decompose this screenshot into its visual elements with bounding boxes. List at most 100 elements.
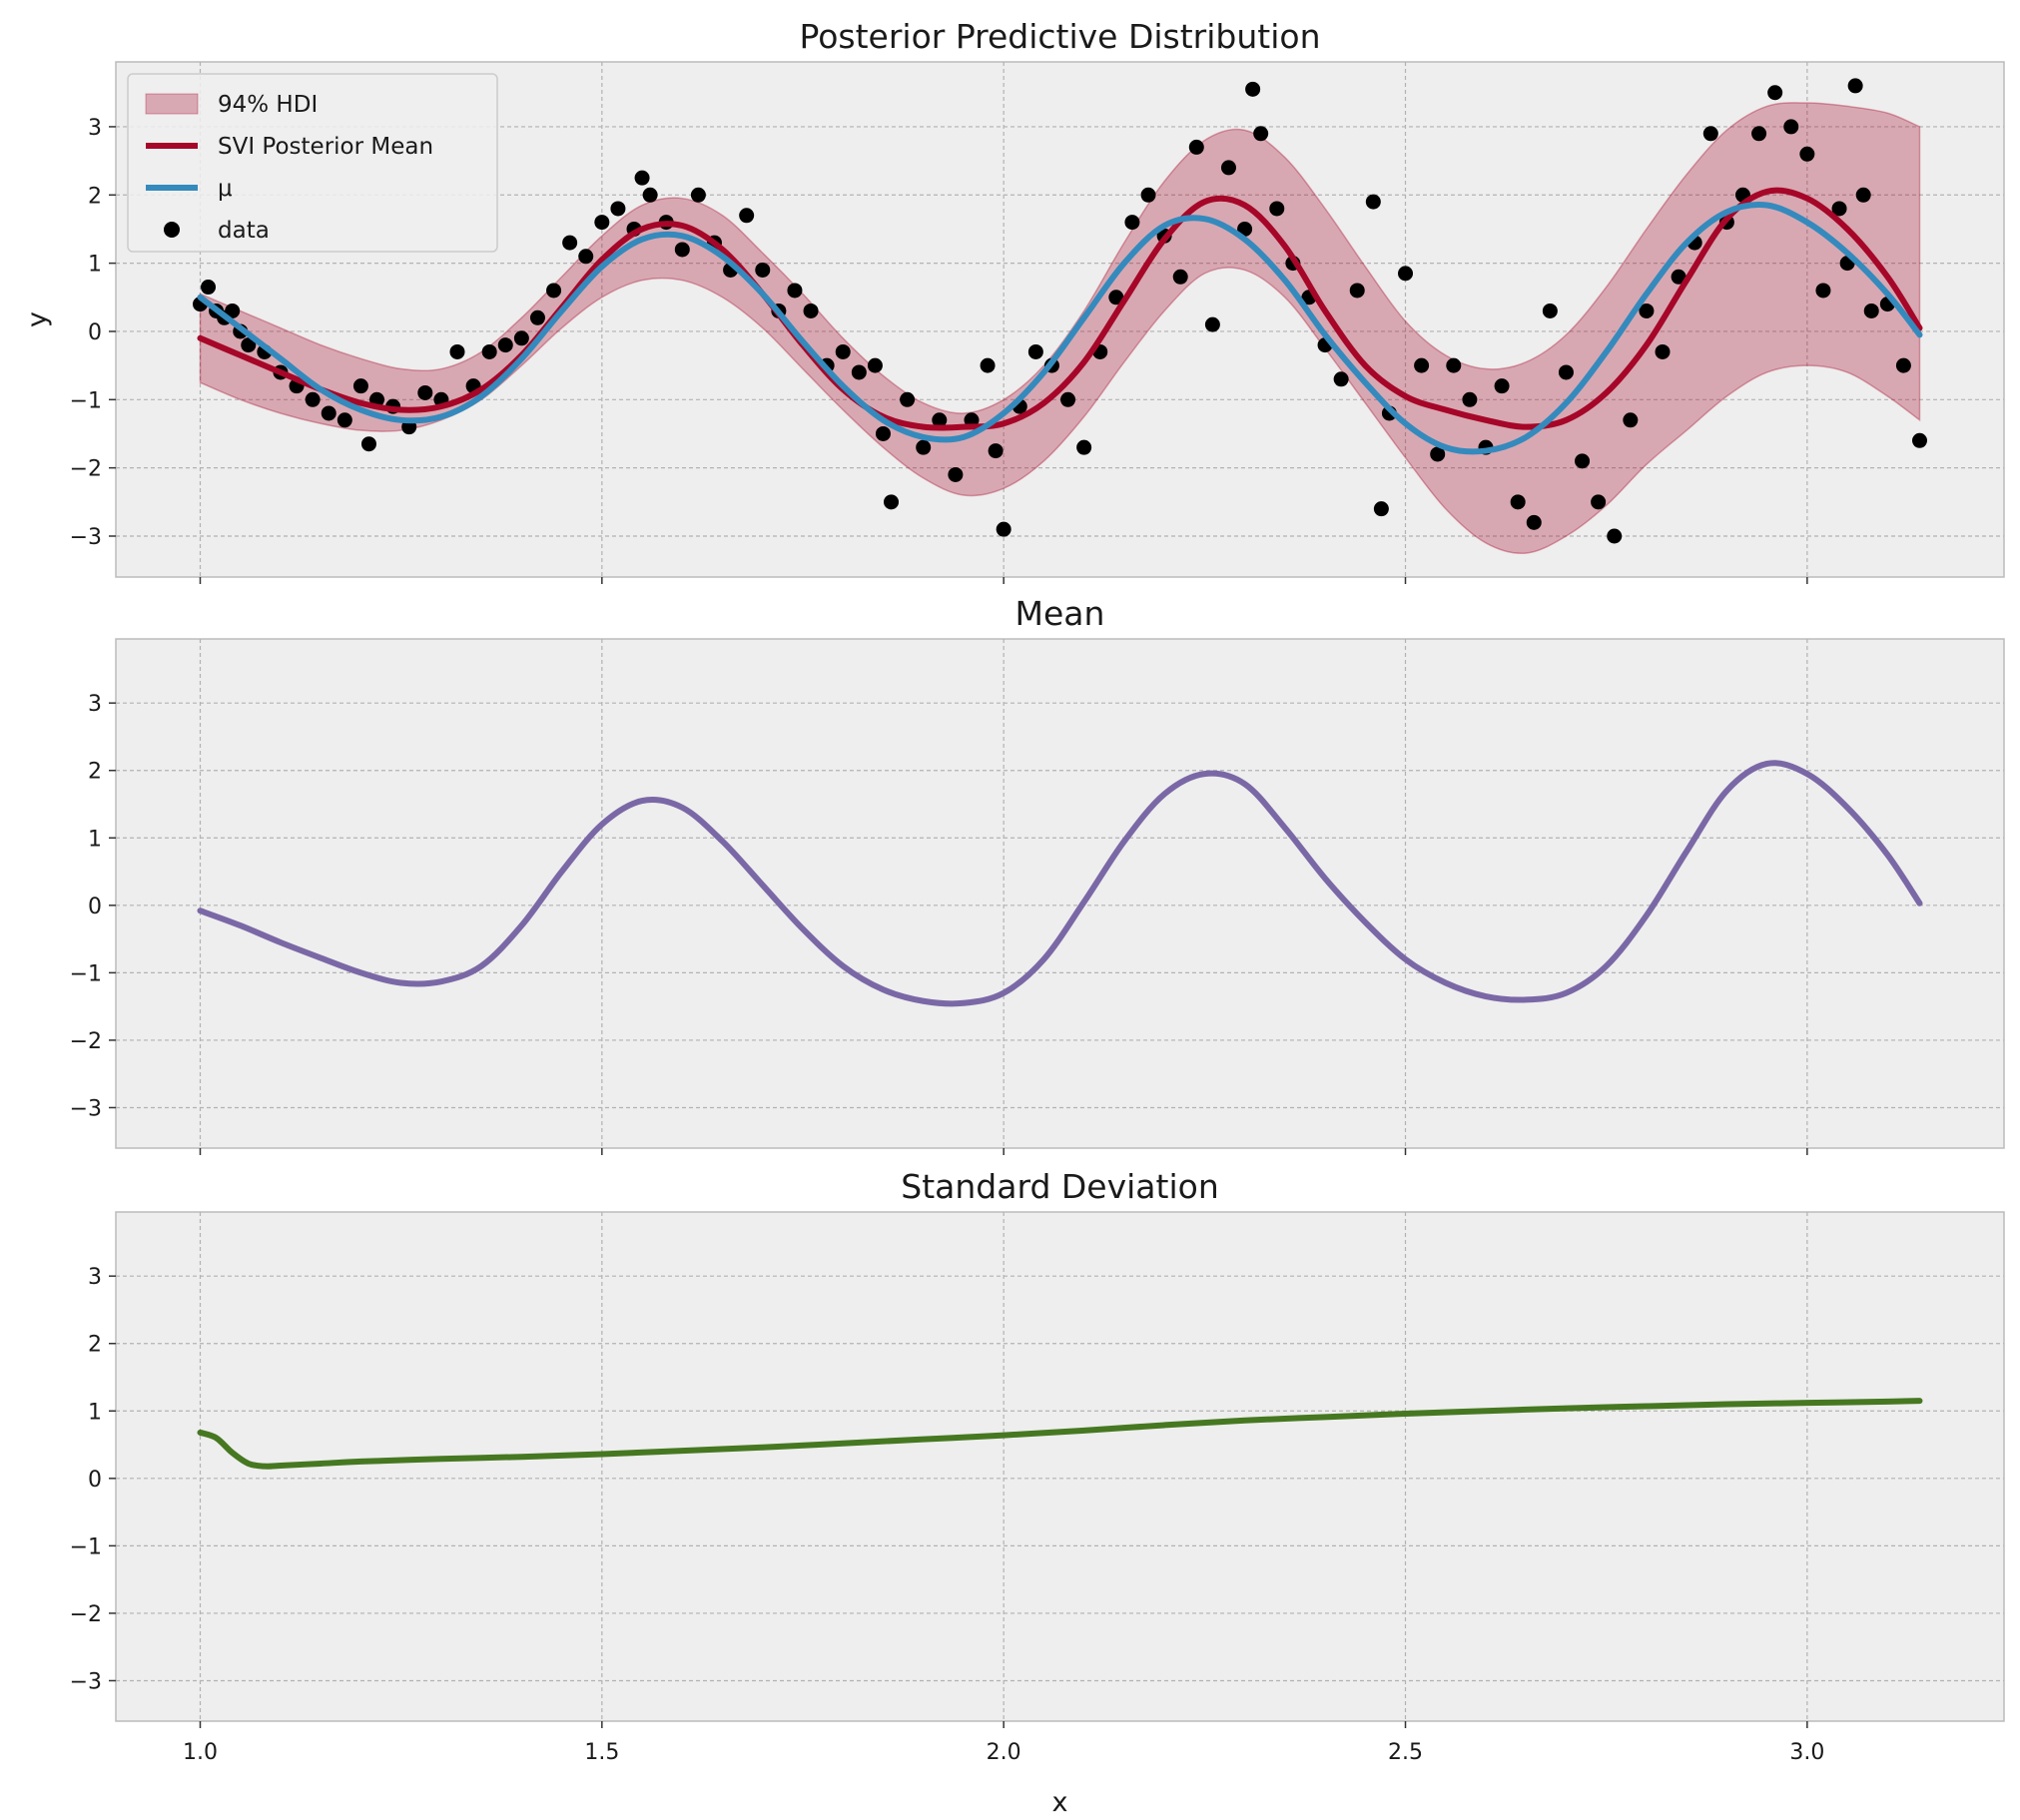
y-tick-label: 0 xyxy=(88,1468,102,1493)
data-point xyxy=(1575,453,1591,469)
y-tick-label: 0 xyxy=(88,895,102,919)
data-point xyxy=(1060,391,1076,407)
std-line xyxy=(197,1398,1923,1470)
data-point xyxy=(835,343,851,359)
data-point xyxy=(305,391,321,407)
y-tick-label: −1 xyxy=(70,1534,102,1559)
data-point xyxy=(787,283,803,299)
data-point xyxy=(1702,126,1718,142)
data-point xyxy=(1623,412,1639,428)
y-tick-label: 1 xyxy=(88,253,102,278)
x-axis-label: x xyxy=(1052,1787,1068,1818)
data-point xyxy=(1446,357,1462,373)
data-point xyxy=(562,235,578,251)
data-point xyxy=(1365,194,1381,210)
data-point xyxy=(884,494,900,510)
data-point xyxy=(1220,160,1236,176)
hdi-band xyxy=(199,102,1921,555)
x-tick-label: 3.0 xyxy=(1789,1740,1824,1765)
data-point xyxy=(1799,146,1815,162)
data-point xyxy=(352,378,368,394)
data-point xyxy=(1767,85,1783,101)
data-point xyxy=(1815,283,1831,299)
data-point xyxy=(1172,269,1188,285)
mu-line xyxy=(197,201,1923,455)
data-point xyxy=(1855,187,1871,203)
y-tick-label: −1 xyxy=(70,388,102,413)
y-tick-label: −3 xyxy=(70,1669,102,1694)
data-point xyxy=(1591,494,1607,510)
data-point xyxy=(875,425,891,441)
data-point xyxy=(1895,357,1911,373)
chart-title: Standard Deviation xyxy=(901,1167,1218,1206)
plot-background xyxy=(115,1211,2005,1722)
y-tick-label: −3 xyxy=(70,1096,102,1121)
y-tick-label: −1 xyxy=(70,961,102,986)
data-point xyxy=(1558,364,1574,380)
data-point xyxy=(980,357,996,373)
plot-marks xyxy=(192,78,1928,555)
data-point xyxy=(1124,215,1140,231)
grid xyxy=(116,1212,2004,1721)
data-point xyxy=(321,405,337,421)
chart-title: Mean xyxy=(1015,594,1105,633)
y-tick-label: 2 xyxy=(88,760,102,785)
legend: 94% HDI SVI Posterior Mean μ data xyxy=(127,73,498,253)
data-point xyxy=(481,343,497,359)
data-point xyxy=(642,187,658,203)
data-point xyxy=(1253,126,1269,142)
data-point xyxy=(739,208,755,224)
legend-box xyxy=(127,73,498,253)
data-point xyxy=(1245,81,1261,97)
data-point xyxy=(497,337,513,353)
axes: −3 −2 −1 0 1 2 3 xyxy=(70,116,1808,584)
legend-label: SVI Posterior Mean xyxy=(218,134,433,160)
x-tick-label: 1.0 xyxy=(183,1740,218,1765)
data-point xyxy=(360,436,376,452)
data-point xyxy=(851,364,867,380)
legend-label: 94% HDI xyxy=(218,92,318,118)
legend-label: μ xyxy=(218,176,233,202)
x-tick-label: 2.0 xyxy=(987,1740,1021,1765)
data-point xyxy=(1430,446,1446,462)
y-tick-label: 3 xyxy=(88,116,102,141)
data-point xyxy=(1027,343,1043,359)
data-point xyxy=(1140,187,1156,203)
standard-deviation-panel: −3 −2 −1 0 1 2 3 1.0 1.5 2.0 2.5 3.0 Standard Devia… xyxy=(70,1167,2005,1818)
y-tick-label: 3 xyxy=(88,692,102,717)
data-point xyxy=(932,412,948,428)
y-tick-label: −2 xyxy=(70,457,102,482)
posterior-predictive-panel: −3 −2 −1 0 1 2 3 Posterior Predictive Distribu… xyxy=(22,17,2005,584)
x-tick-label: 1.5 xyxy=(584,1740,619,1765)
data-point xyxy=(225,303,241,318)
svi-mean-line xyxy=(197,187,1923,431)
data-point xyxy=(1847,78,1863,94)
legend-label: data xyxy=(218,218,270,244)
data-point xyxy=(1607,528,1623,544)
legend-swatch xyxy=(164,222,180,238)
data-point xyxy=(690,187,706,203)
axes: −3 −2 −1 0 1 2 3 1.0 1.5 2.0 2.5 3.0 xyxy=(70,1265,1825,1765)
data-point xyxy=(201,280,217,296)
data-point xyxy=(241,337,257,353)
data-point xyxy=(916,439,932,455)
y-tick-label: −2 xyxy=(70,1602,102,1627)
data-point xyxy=(546,283,562,299)
data-point xyxy=(1671,269,1686,285)
y-axis-label: y xyxy=(22,311,53,327)
data-point xyxy=(337,412,352,428)
data-point xyxy=(803,303,819,318)
chart-title: Posterior Predictive Distribution xyxy=(799,17,1320,56)
data-point xyxy=(578,249,594,265)
data-point xyxy=(948,466,964,482)
data-point xyxy=(1398,266,1414,282)
data-point xyxy=(594,215,610,231)
data-point xyxy=(610,201,626,217)
data-point xyxy=(1108,290,1124,305)
data-point xyxy=(1204,316,1220,332)
data-point xyxy=(674,242,690,258)
data-point xyxy=(988,443,1004,459)
y-tick-label: 1 xyxy=(88,1400,102,1425)
y-tick-label: 0 xyxy=(88,320,102,345)
data-point xyxy=(1494,378,1510,394)
